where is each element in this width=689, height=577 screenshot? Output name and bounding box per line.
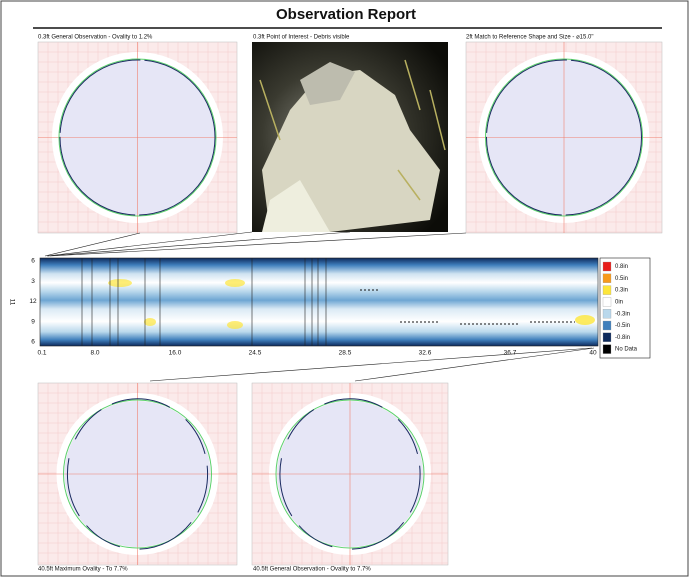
report-page: Observation Report 0.3ft General Observa… (0, 0, 689, 577)
y-label: 6 (31, 258, 35, 265)
x-label: 16.0 (169, 350, 182, 357)
pipe-profile (252, 383, 448, 565)
legend-label: -0.5in (615, 323, 630, 329)
legend-swatch (603, 309, 611, 318)
legend-label: No Data (615, 347, 638, 353)
x-label: 8.0 (90, 350, 99, 357)
panel-caption: 0.3ft Point of Interest - Debris visible (253, 35, 350, 41)
pipe-profile (38, 42, 237, 233)
legend-swatch (603, 345, 611, 354)
legend-swatch (603, 274, 611, 283)
legend-swatch (603, 286, 611, 295)
x-label: 36.7 (504, 350, 517, 357)
legend-swatch (603, 333, 611, 342)
y-label: 6 (31, 339, 35, 346)
debris-photo (252, 42, 448, 232)
y-label: 9 (31, 318, 35, 325)
legend-label: 0.5in (615, 276, 628, 282)
legend-swatch (603, 262, 611, 271)
y-label: 3 (31, 278, 35, 285)
legend-label: -0.3in (615, 311, 630, 317)
panel-caption: 2ft Match to Reference Shape and Size - … (466, 35, 593, 41)
panel-caption: 40.5ft General Observation - Ovality to … (253, 567, 371, 573)
legend-box (600, 258, 650, 358)
legend: 0.8in 0.5in 0.3in 0in -0.3in -0.5in -0.8in No D… (600, 258, 650, 358)
legend-swatch (603, 297, 611, 306)
report-title: Observation Report (276, 6, 416, 23)
y-label: 12 (29, 298, 37, 305)
pipe-profile (466, 42, 662, 233)
pipe-profile (38, 383, 237, 565)
x-label: 0.1 (37, 350, 46, 357)
legend-label: 0.8in (615, 264, 628, 270)
x-label: 32.6 (419, 350, 432, 357)
legend-label: 0in (615, 299, 623, 305)
legend-label: -0.8in (615, 335, 630, 341)
legend-label: 0.3in (615, 288, 628, 294)
panel-caption: 40.5ft Maximum Ovality - To 7.7% (38, 567, 128, 573)
x-label: 28.5 (339, 350, 352, 357)
axis-title: 11 (8, 299, 15, 306)
legend-swatch (603, 321, 611, 330)
unrolled-strip (40, 258, 598, 346)
x-label: 40 (589, 350, 597, 357)
panel-caption: 0.3ft General Observation - Ovality to 1… (38, 35, 153, 41)
x-label: 24.5 (249, 350, 262, 357)
